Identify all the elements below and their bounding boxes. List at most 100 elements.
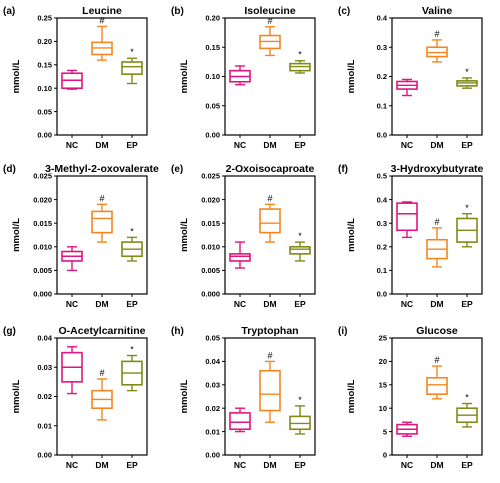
box-dm: DM # <box>259 16 281 150</box>
box-ep: EP * <box>289 395 311 470</box>
y-tick-label: 0.15 <box>37 61 52 70</box>
panel-title: Valine <box>422 5 453 17</box>
x-tick-label: DM <box>430 140 443 150</box>
x-tick-label: EP <box>461 299 473 309</box>
chart-panel-9: (i) Glucose mmol/L 0 5 10 15 20 25 NC DM # EP * <box>338 325 483 470</box>
x-tick-label: NC <box>401 140 413 150</box>
y-axis-label: mmol/L <box>11 59 22 93</box>
x-tick-label: DM <box>95 140 108 150</box>
x-tick-label: NC <box>234 460 246 470</box>
panel-label: (c) <box>338 6 350 17</box>
box-ep: EP * <box>456 67 478 150</box>
box-nc: NC <box>61 246 83 309</box>
y-tick-label: 0.025 <box>33 172 52 181</box>
x-tick-label: DM <box>95 460 108 470</box>
box-dm: DM # <box>91 368 113 470</box>
iqr-box <box>259 369 281 412</box>
chart-panel-7: (g) O-Acetylcarnitine mmol/L 0.00 0.01 0.02 0.… <box>3 325 148 470</box>
y-tick-label: 0.05 <box>205 101 220 110</box>
y-tick-label: 0.04 <box>37 334 52 343</box>
y-tick-label: 0.015 <box>33 219 52 228</box>
x-tick-label: NC <box>401 460 413 470</box>
y-tick-label: 0.000 <box>33 290 52 299</box>
iqr-box <box>229 253 251 262</box>
y-axis-label: mmol/L <box>179 59 190 93</box>
y-tick-label: 0.10 <box>37 84 52 93</box>
panel-title: O-Acetylcarnitine <box>59 325 146 337</box>
box-nc: NC <box>396 78 418 150</box>
x-tick-label: NC <box>401 299 413 309</box>
y-tick-label: 0.015 <box>201 219 220 228</box>
chart-panel-4: (d) 3-Methyl-2-oxovalerate mmol/L 0.000 0.00… <box>3 163 159 309</box>
y-tick-label: 0.01 <box>37 421 52 430</box>
y-tick-label: 15 <box>379 381 387 390</box>
y-axis-label: mmol/L <box>346 379 357 413</box>
x-tick-label: NC <box>66 460 78 470</box>
panel-title: 2-Oxoisocaproate <box>226 163 315 175</box>
box-ep: EP * <box>289 50 311 150</box>
panel-label: (a) <box>3 6 15 17</box>
significance-mark: # <box>434 217 439 227</box>
panel-label: (d) <box>3 164 16 175</box>
y-tick-label: 0.0 <box>377 131 387 140</box>
y-tick-label: 0.4 <box>377 14 388 23</box>
box-ep: EP * <box>456 203 478 309</box>
y-tick-label: 0.020 <box>201 195 220 204</box>
y-tick-label: 0.00 <box>37 451 52 460</box>
box-dm: DM # <box>91 193 113 309</box>
significance-mark: * <box>130 47 134 57</box>
significance-mark: * <box>130 345 134 355</box>
iqr-box <box>426 376 448 395</box>
chart-panel-5: (e) 2-Oxoisocaproate mmol/L 0.000 0.005 0.010… <box>171 163 316 309</box>
significance-mark: * <box>465 203 469 213</box>
panel-title: Glucose <box>416 325 458 337</box>
y-tick-label: 0.5 <box>377 172 387 181</box>
x-tick-label: DM <box>263 299 276 309</box>
y-tick-label: 0.00 <box>205 131 220 140</box>
y-tick-label: 0.00 <box>205 451 220 460</box>
significance-mark: * <box>130 226 134 236</box>
y-tick-label: 0.10 <box>205 72 220 81</box>
chart-panel-1: (a) Leucine mmol/L 0.00 0.05 0.10 0.15 0.20 0.25… <box>3 5 148 150</box>
iqr-box <box>289 246 311 255</box>
box-ep: EP * <box>289 231 311 309</box>
box-dm: DM # <box>259 193 281 309</box>
box-dm: DM # <box>426 355 448 470</box>
panel-title: Isoleucine <box>244 5 296 17</box>
x-tick-label: EP <box>294 460 306 470</box>
y-tick-label: 0.04 <box>205 357 220 366</box>
box-ep: EP * <box>121 47 143 150</box>
significance-mark: # <box>99 193 104 203</box>
significance-mark: * <box>298 50 302 60</box>
x-tick-label: NC <box>66 299 78 309</box>
panel-label: (b) <box>171 6 184 17</box>
box-dm: DM # <box>426 29 448 150</box>
iqr-box <box>259 208 281 234</box>
chart-panel-3: (c) Valine mmol/L 0.0 0.1 0.2 0.3 0.4 NC DM # EP * <box>338 5 483 150</box>
y-tick-label: 0.03 <box>205 381 220 390</box>
significance-mark: # <box>267 16 272 26</box>
significance-mark: * <box>298 395 302 405</box>
box-ep: EP * <box>121 226 143 309</box>
x-tick-label: EP <box>294 299 306 309</box>
x-tick-label: NC <box>66 140 78 150</box>
y-tick-label: 0.005 <box>33 266 52 275</box>
x-tick-label: DM <box>263 460 276 470</box>
y-tick-label: 10 <box>379 404 387 413</box>
y-tick-label: 0.1 <box>377 101 387 110</box>
y-tick-label: 0.05 <box>37 107 52 116</box>
x-tick-label: EP <box>461 140 473 150</box>
significance-mark: # <box>267 350 272 360</box>
significance-mark: # <box>99 368 104 378</box>
box-ep: EP * <box>456 393 478 470</box>
y-axis-label: mmol/L <box>11 379 22 413</box>
panel-label: (h) <box>171 326 184 337</box>
x-tick-label: DM <box>95 299 108 309</box>
box-nc: NC <box>61 69 83 150</box>
x-tick-label: DM <box>263 140 276 150</box>
y-tick-label: 0.03 <box>37 363 52 372</box>
iqr-box <box>396 202 418 232</box>
y-axis-label: mmol/L <box>179 218 190 252</box>
y-tick-label: 0.1 <box>377 266 387 275</box>
y-tick-label: 0.02 <box>37 392 52 401</box>
